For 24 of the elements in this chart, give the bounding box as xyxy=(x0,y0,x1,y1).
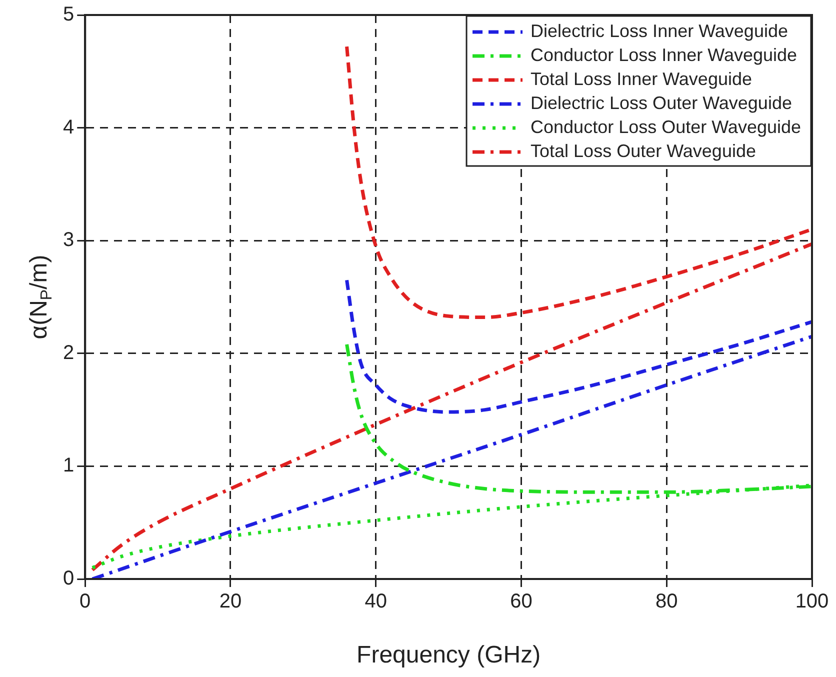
line-series xyxy=(345,278,812,414)
x-axis-title: Frequency (GHz) xyxy=(356,642,541,669)
y-tick-label: 5 xyxy=(63,4,74,26)
line-series xyxy=(90,242,812,572)
x-tick-label: 40 xyxy=(364,590,387,613)
x-tick-label: 100 xyxy=(795,590,829,613)
legend-label: Total Loss Inner Waveguide xyxy=(530,68,752,89)
x-tick-label: 60 xyxy=(510,590,532,613)
x-tick-label: 0 xyxy=(80,590,91,613)
y-tick-label: 4 xyxy=(63,116,74,138)
x-tick-label: 20 xyxy=(219,590,242,613)
y-tick-label: 2 xyxy=(63,342,74,364)
x-tick-label: 80 xyxy=(656,590,678,613)
legend-label: Conductor Loss Inner Waveguide xyxy=(530,44,798,65)
y-tick-label: 1 xyxy=(63,454,74,477)
y-tick-label: 3 xyxy=(63,229,74,252)
line-series xyxy=(90,334,812,579)
legend-label: Total Loss Outer Waveguide xyxy=(530,140,756,161)
legend-label: Dielectric Loss Outer Waveguide xyxy=(530,92,792,113)
legend-label: Conductor Loss Outer Waveguide xyxy=(530,116,802,137)
legend-label: Dielectric Loss Inner Waveguide xyxy=(530,20,788,41)
y-tick-label: 0 xyxy=(63,568,74,590)
line-series xyxy=(345,44,812,320)
y-axis-title: α(NP/m) xyxy=(26,254,56,340)
